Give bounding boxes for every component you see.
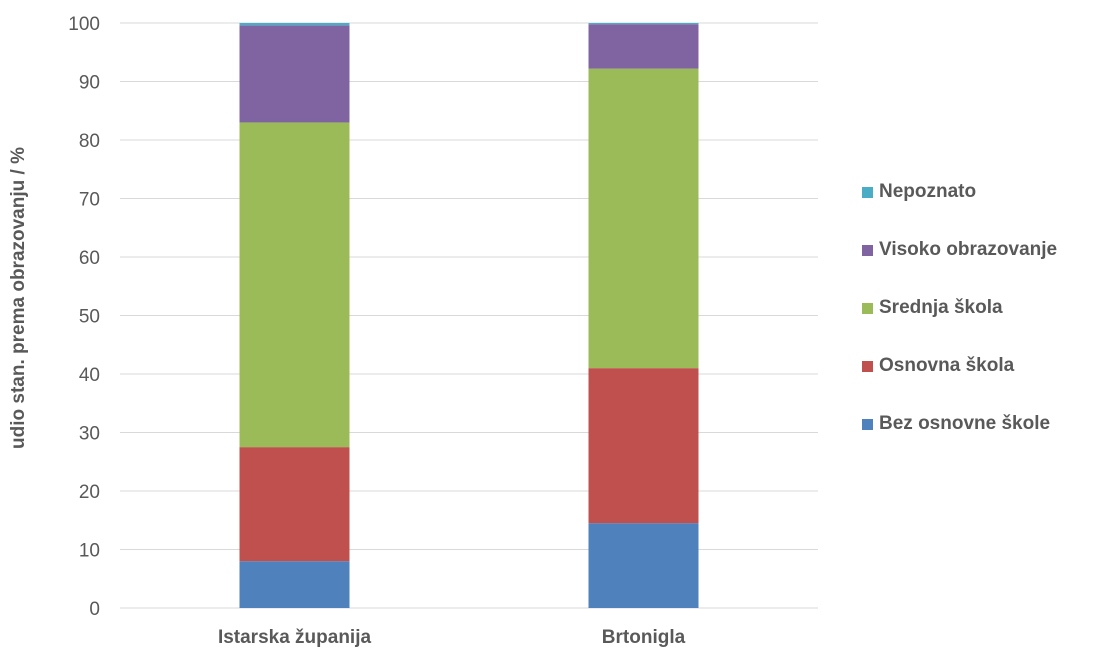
y-tick-label: 80 [79, 131, 100, 152]
y-tick-label: 40 [79, 365, 100, 386]
bar-segment [588, 68, 699, 369]
y-axis-label: udio stan. prema obrazovanju / % [8, 147, 29, 449]
bar-segment [239, 23, 350, 26]
y-tick-label: 20 [79, 482, 100, 503]
legend-swatch [862, 360, 873, 372]
bar-segment [588, 23, 699, 25]
legend-label: Osnovna škola [879, 355, 1015, 376]
bar-segment [588, 523, 699, 608]
legend-swatch [862, 244, 873, 256]
legend-label: Visoko obrazovanje [879, 239, 1058, 260]
y-tick-label: 100 [68, 14, 100, 35]
legend-swatch [862, 186, 873, 198]
bar-segment [239, 447, 350, 562]
x-axis-category-labels: Istarska županija Brtonigla [218, 627, 686, 648]
x-category-label: Istarska županija [218, 627, 372, 648]
y-tick-label: 0 [89, 599, 100, 620]
legend-label: Nepoznato [879, 181, 977, 202]
y-tick-label: 50 [79, 307, 100, 328]
y-tick-label: 70 [79, 190, 100, 211]
legend: Nepoznato Visoko obrazovanje Srednja škola… [862, 180, 1057, 470]
legend-swatch [862, 302, 873, 314]
y-tick-label: 90 [79, 73, 100, 94]
x-category-label: Brtonigla [602, 627, 686, 648]
y-tick-label: 30 [79, 424, 100, 445]
legend-item: Nepoznato [862, 180, 1057, 204]
legend-label: Srednja škola [879, 297, 1003, 318]
legend-swatch [862, 418, 873, 430]
y-tick-label: 60 [79, 248, 100, 269]
bar-segment [239, 25, 350, 123]
bar-segment [588, 24, 699, 69]
bar-segment [588, 368, 699, 524]
legend-item: Srednja škola [862, 296, 1057, 320]
legend-item: Bez osnovne škole [862, 412, 1057, 436]
legend-item: Osnovna škola [862, 354, 1057, 378]
y-axis-tick-labels: 0 10 20 30 40 50 60 70 80 90 100 [68, 14, 100, 620]
legend-item: Visoko obrazovanje [862, 238, 1057, 262]
gridlines [120, 22, 818, 609]
y-tick-label: 10 [79, 541, 100, 562]
legend-label: Bez osnovne škole [879, 413, 1051, 434]
bar-segment [239, 122, 350, 448]
bar-segments [239, 23, 699, 608]
bar-segment [239, 561, 350, 608]
